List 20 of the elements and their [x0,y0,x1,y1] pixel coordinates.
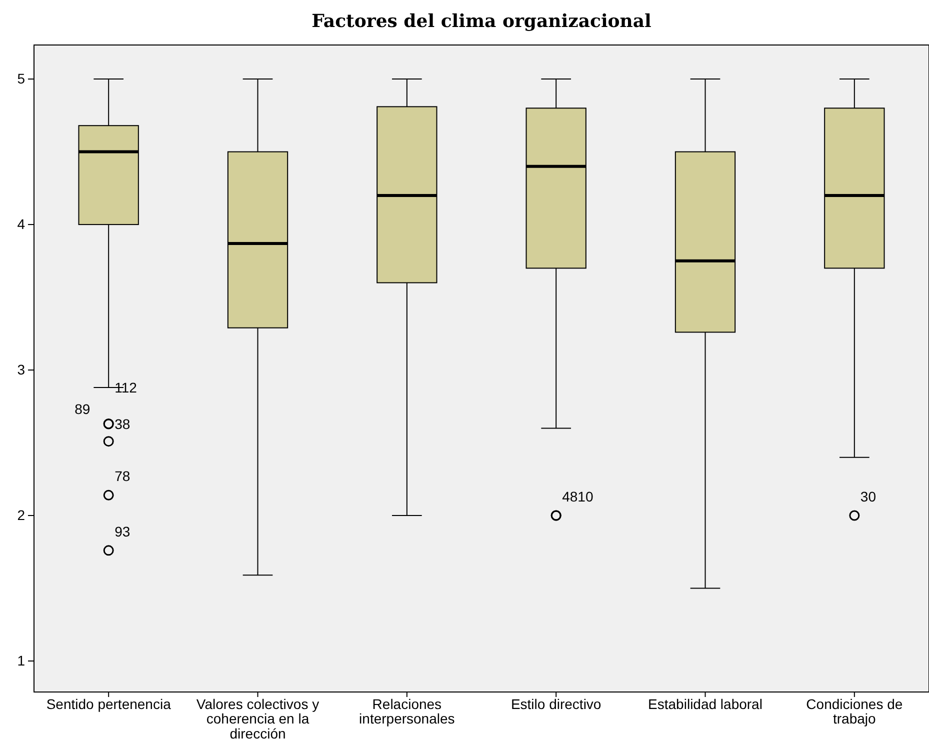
annotation: 93 [114,523,130,540]
x-tick-label: Valores colectivos y coherencia en la dirección [196,696,320,742]
annotation: 38 [114,416,130,432]
y-tick-label: 2 [17,507,26,523]
annotation: 48 [562,488,578,505]
annotation: 78 [114,468,130,484]
y-tick-label: 5 [17,70,26,87]
annotation: 30 [860,488,876,505]
y-tick-label: 4 [17,216,26,232]
x-tick-label: Condiciones de trabajo [806,696,903,727]
x-tick-label: Relaciones interpersonales [359,696,455,727]
x-tick-label: Estabilidad laboral [648,696,762,712]
chart-title: Factores del clima organizacional [312,11,652,32]
y-tick-label: 1 [17,652,26,668]
annotation: 112 [114,379,138,396]
y-tick-label: 3 [17,362,26,378]
x-tick-label: Sentido pertenencia [46,696,172,712]
annotation: 89 [74,400,90,417]
annotation: 10 [578,488,594,505]
x-tick-label: Estilo directivo [510,696,602,712]
